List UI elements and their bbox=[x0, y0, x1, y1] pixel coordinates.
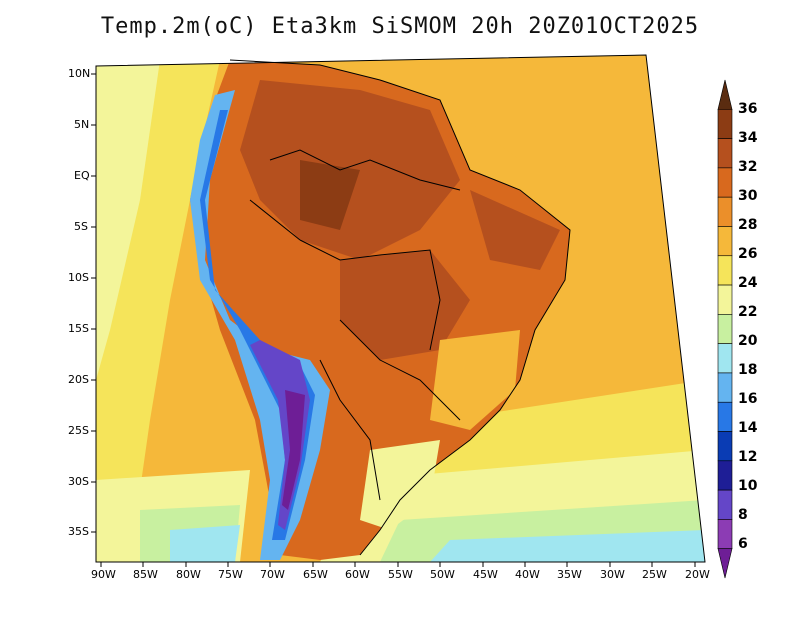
colorbar-label: 20 bbox=[738, 333, 758, 349]
colorbar-label: 10 bbox=[738, 478, 758, 494]
colorbar-swatch bbox=[717, 460, 733, 491]
colorbar-label: 16 bbox=[738, 391, 758, 407]
lat-label: 20S bbox=[68, 373, 89, 386]
colorbar-swatch bbox=[717, 167, 733, 198]
lat-label: 5N bbox=[74, 118, 90, 131]
colorbar-swatch bbox=[717, 226, 733, 257]
colorbar-swatch bbox=[717, 519, 733, 550]
colorbar bbox=[717, 79, 733, 579]
colorbar-swatch bbox=[717, 372, 733, 403]
map-frame bbox=[95, 54, 706, 563]
lon-label: 60W bbox=[345, 568, 370, 581]
lat-label: 15S bbox=[68, 322, 89, 335]
lon-label: 30W bbox=[600, 568, 625, 581]
colorbar-label: 24 bbox=[738, 275, 758, 291]
colorbar-swatch bbox=[717, 314, 733, 344]
colorbar-swatch bbox=[717, 284, 733, 315]
colorbar-label: 18 bbox=[738, 362, 758, 378]
lon-label: 70W bbox=[260, 568, 285, 581]
country-borders bbox=[229, 59, 571, 556]
lon-label: 65W bbox=[303, 568, 328, 581]
lat-label: 30S bbox=[68, 475, 89, 488]
lon-label: 35W bbox=[557, 568, 582, 581]
colorbar-label: 22 bbox=[738, 304, 758, 320]
lat-label: 25S bbox=[68, 424, 89, 437]
lon-label: 25W bbox=[642, 568, 667, 581]
colorbar-swatch bbox=[717, 138, 733, 169]
lon-label: 85W bbox=[133, 568, 158, 581]
colorbar-label: 36 bbox=[738, 101, 758, 117]
colorbar-label: 14 bbox=[738, 420, 758, 436]
lon-label: 40W bbox=[515, 568, 540, 581]
colorbar-swatch bbox=[717, 489, 733, 520]
colorbar-label: 12 bbox=[738, 449, 758, 465]
colorbar-swatch bbox=[717, 255, 733, 286]
lat-label: 10S bbox=[68, 271, 89, 284]
colorbar-label: 30 bbox=[738, 188, 758, 204]
lon-label: 50W bbox=[430, 568, 455, 581]
lon-label: 90W bbox=[91, 568, 116, 581]
colorbar-swatch bbox=[717, 79, 733, 110]
colorbar-label: 6 bbox=[738, 536, 748, 552]
colorbar-swatch bbox=[717, 401, 733, 432]
lat-label: 35S bbox=[68, 525, 89, 538]
colorbar-swatch bbox=[717, 548, 733, 579]
lon-label: 55W bbox=[388, 568, 413, 581]
colorbar-swatch bbox=[717, 196, 733, 227]
lon-label: 20W bbox=[685, 568, 710, 581]
colorbar-label: 26 bbox=[738, 246, 758, 262]
axis-ticks bbox=[91, 73, 696, 567]
lon-label: 45W bbox=[473, 568, 498, 581]
colorbar-swatch bbox=[717, 343, 733, 374]
map-title: Temp.2m(oC) Eta3km SiSMOM 20h 20Z01OCT20… bbox=[100, 14, 700, 39]
lon-label: 80W bbox=[176, 568, 201, 581]
temperature-field bbox=[96, 55, 705, 562]
colorbar-label: 28 bbox=[738, 217, 758, 233]
lat-label: 10N bbox=[68, 67, 91, 80]
colorbar-label: 34 bbox=[738, 130, 758, 146]
lat-label: 5S bbox=[74, 220, 88, 233]
lon-label: 75W bbox=[218, 568, 243, 581]
colorbar-swatch bbox=[717, 431, 733, 462]
colorbar-label: 32 bbox=[738, 159, 758, 175]
colorbar-swatch bbox=[717, 108, 733, 139]
colorbar-label: 8 bbox=[738, 507, 748, 523]
lat-label: EQ bbox=[74, 169, 90, 182]
